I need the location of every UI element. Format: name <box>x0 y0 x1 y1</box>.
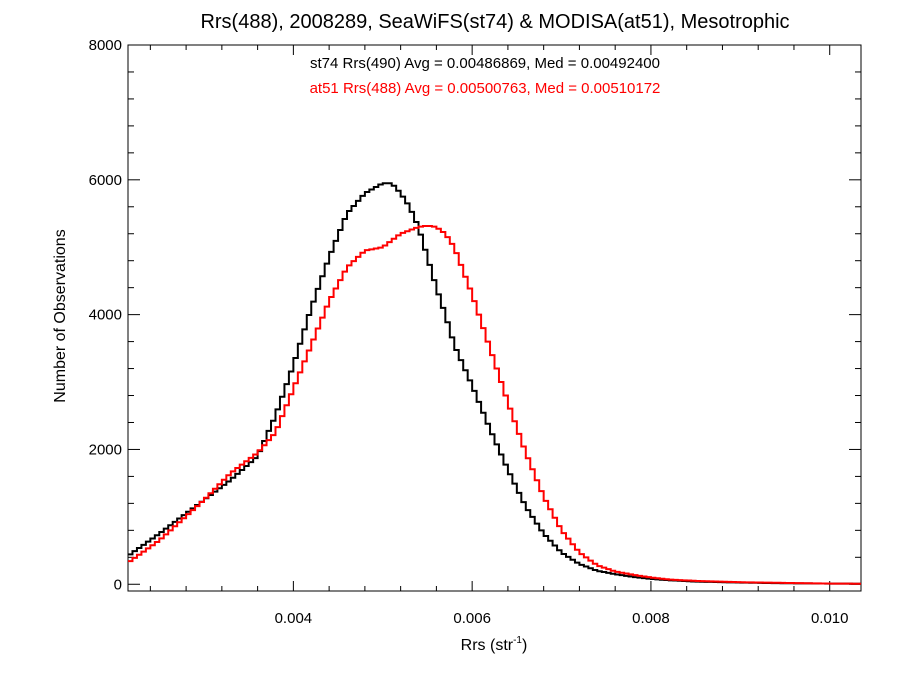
x-tick-label-1: 0.006 <box>453 610 491 627</box>
plot-frame <box>127 44 862 592</box>
y-tick-label-4: 8000 <box>89 37 122 54</box>
annotation-st74: st74 Rrs(490) Avg = 0.00486869, Med = 0.… <box>310 55 660 72</box>
series-line-0 <box>128 182 861 585</box>
x-axis-label: Rrs (str-1) <box>461 635 528 654</box>
x-tick-label-3: 0.010 <box>811 610 849 627</box>
y-tick-label-3: 6000 <box>89 172 122 189</box>
series-line-1 <box>128 224 861 585</box>
axis-ticks: 0.004 0.006 0.008 0.010 0 2000 4000 6000 8000 <box>89 37 861 627</box>
y-axis-label: Number of Observations <box>52 229 69 402</box>
y-tick-label-2: 4000 <box>89 307 122 324</box>
x-tick-label-2: 0.008 <box>632 610 670 627</box>
chart-title: Rrs(488), 2008289, SeaWiFS(st74) & MODIS… <box>200 11 789 33</box>
annotation-at51: at51 Rrs(488) Avg = 0.00500763, Med = 0.… <box>310 80 661 97</box>
y-tick-label-1: 2000 <box>89 441 122 458</box>
x-tick-label-0: 0.004 <box>275 610 313 627</box>
y-tick-label-0: 0 <box>114 576 122 593</box>
series-group <box>128 182 861 585</box>
